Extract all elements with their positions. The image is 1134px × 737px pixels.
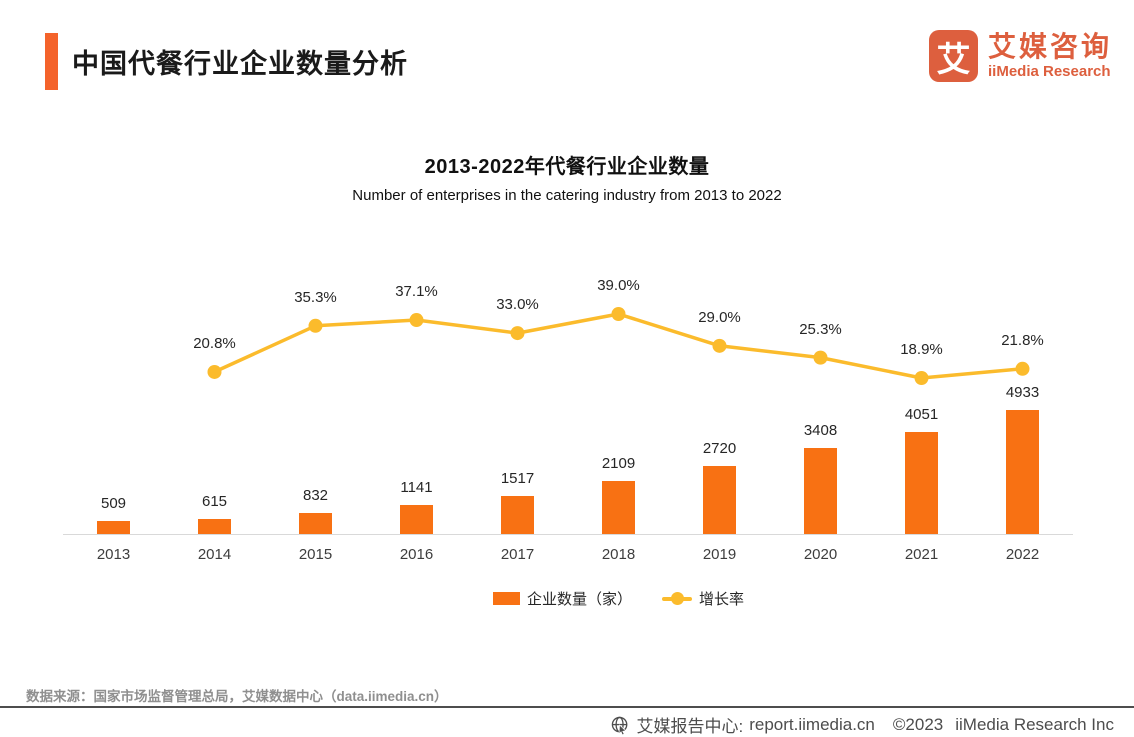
bar-series-swatch <box>493 592 520 605</box>
plot-area: 509 615 832 1141 1517 2109 2720 3408 4051 4933 20.… <box>63 270 1073 535</box>
x-tick-2013: 2013 <box>96 546 131 563</box>
bar-2021 <box>905 432 938 534</box>
chart-title: 2013-2022年代餐行业企业数量 <box>424 156 710 178</box>
bar-value-label: 3408 <box>803 422 838 439</box>
bar-2015 <box>299 513 332 534</box>
growth-rate-label: 25.3% <box>799 320 842 338</box>
x-axis: 2013 2014 2015 2016 2017 2018 2019 2020 2021 2022 <box>63 546 1073 568</box>
line-point <box>510 326 525 341</box>
x-tick-2018: 2018 <box>601 546 636 563</box>
report-center-url[interactable]: report.iimedia.cn <box>749 714 875 734</box>
growth-rate-label: 37.1% <box>395 283 438 301</box>
bar-series-label: 企业数量（家） <box>527 591 633 608</box>
data-source-note: 数据来源：国家市场监督管理总局，艾媒数据中心（data.iimedia.cn） <box>26 689 448 704</box>
company-name: iiMedia Research Inc <box>955 714 1114 734</box>
growth-rate-label: 20.8% <box>193 334 236 352</box>
x-tick-2015: 2015 <box>298 546 333 563</box>
line-point <box>409 313 424 328</box>
bar-2019 <box>703 466 736 534</box>
growth-line-svg <box>207 307 1030 385</box>
line-point <box>207 364 222 379</box>
iimedia-logo-icon: 艾 <box>928 30 978 82</box>
chart-legend: 企业数量（家） 增长率 <box>493 588 744 609</box>
report-center-label: 艾媒报告中心: <box>636 717 744 736</box>
bar-value-label: 1141 <box>400 479 433 496</box>
line-point <box>712 338 727 353</box>
bar-2018 <box>602 481 635 534</box>
logo-name-cn: 艾媒咨询 <box>987 30 1112 62</box>
line-point <box>611 307 626 321</box>
bar-value-label: 509 <box>100 495 127 512</box>
x-tick-2021: 2021 <box>904 546 939 563</box>
growth-rate-label: 29.0% <box>698 308 741 326</box>
bar-value-label: 4933 <box>1005 384 1040 401</box>
growth-rate-label: 21.8% <box>1001 331 1044 349</box>
title-accent-bar <box>45 33 58 90</box>
line-point <box>308 318 323 333</box>
x-tick-2020: 2020 <box>803 546 838 563</box>
bar-2020 <box>804 448 837 534</box>
line-series-label: 增长率 <box>699 591 745 608</box>
line-point <box>914 370 929 385</box>
bar-2017 <box>501 496 534 534</box>
x-tick-2022: 2022 <box>1005 546 1040 563</box>
bar-value-label: 1517 <box>500 470 535 487</box>
bar-value-label: 2720 <box>702 440 737 457</box>
iimedia-logo: 艾 艾媒咨询 iiMedia Research <box>928 30 1112 82</box>
logo-text: 艾媒咨询 iiMedia Research <box>988 32 1112 80</box>
growth-rate-label: 35.3% <box>294 288 337 306</box>
line-series-swatch <box>662 592 693 605</box>
line-point <box>1015 361 1030 376</box>
copyright-text: ©2023 <box>892 714 944 734</box>
bar-value-label: 615 <box>201 493 228 510</box>
bar-value-label: 832 <box>302 487 329 504</box>
x-tick-2017: 2017 <box>500 546 535 563</box>
bar-2022 <box>1006 410 1039 534</box>
x-tick-2019: 2019 <box>702 546 737 563</box>
growth-rate-label: 18.9% <box>900 340 943 358</box>
logo-name-en: iiMedia Research <box>987 63 1111 81</box>
growth-rate-label: 39.0% <box>597 277 640 294</box>
page-title: 中国代餐行业企业数量分析 <box>72 49 408 79</box>
footer-bar: 艾媒报告中心: report.iimedia.cn ©2023 iiMedia … <box>610 712 1114 737</box>
x-tick-2016: 2016 <box>399 546 434 563</box>
bar-value-label: 4051 <box>904 406 939 423</box>
globe-cursor-icon <box>610 715 630 735</box>
growth-rate-label: 33.0% <box>496 296 539 314</box>
footer-divider <box>0 706 1134 708</box>
legend-item-line: 增长率 <box>662 588 744 609</box>
line-point <box>813 350 828 365</box>
x-tick-2014: 2014 <box>197 546 232 563</box>
bar-2016 <box>400 505 433 534</box>
bar-2013 <box>97 521 130 534</box>
bar-value-label: 2109 <box>601 455 636 472</box>
chart-subtitle: Number of enterprises in the catering in… <box>352 187 782 204</box>
bar-2014 <box>198 519 231 534</box>
legend-item-bars: 企业数量（家） <box>493 588 632 609</box>
